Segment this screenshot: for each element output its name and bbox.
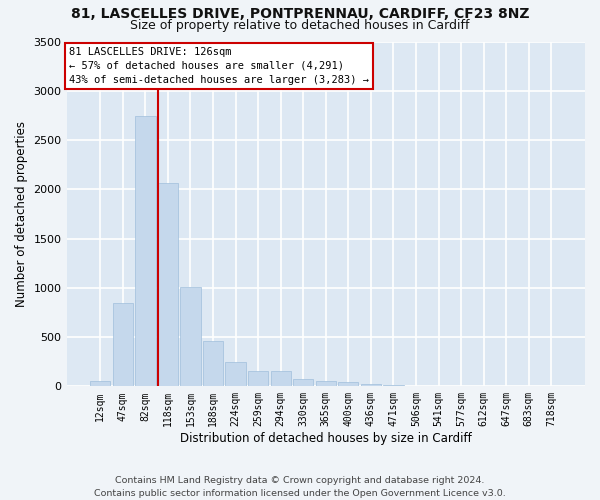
Bar <box>316 381 336 386</box>
X-axis label: Distribution of detached houses by size in Cardiff: Distribution of detached houses by size … <box>180 432 472 445</box>
Bar <box>383 385 404 386</box>
Bar <box>113 302 133 386</box>
Bar <box>181 287 200 386</box>
Bar <box>135 116 155 386</box>
Bar <box>158 184 178 386</box>
Bar <box>271 371 291 386</box>
Bar <box>226 362 246 386</box>
Text: Size of property relative to detached houses in Cardiff: Size of property relative to detached ho… <box>130 18 470 32</box>
Bar <box>338 382 358 386</box>
Bar <box>203 341 223 386</box>
Bar <box>361 384 381 386</box>
Bar <box>293 380 313 386</box>
Text: 81, LASCELLES DRIVE, PONTPRENNAU, CARDIFF, CF23 8NZ: 81, LASCELLES DRIVE, PONTPRENNAU, CARDIF… <box>71 8 529 22</box>
Y-axis label: Number of detached properties: Number of detached properties <box>15 121 28 307</box>
Bar <box>248 371 268 386</box>
Bar <box>90 381 110 386</box>
Text: Contains HM Land Registry data © Crown copyright and database right 2024.
Contai: Contains HM Land Registry data © Crown c… <box>94 476 506 498</box>
Text: 81 LASCELLES DRIVE: 126sqm
← 57% of detached houses are smaller (4,291)
43% of s: 81 LASCELLES DRIVE: 126sqm ← 57% of deta… <box>69 46 369 84</box>
